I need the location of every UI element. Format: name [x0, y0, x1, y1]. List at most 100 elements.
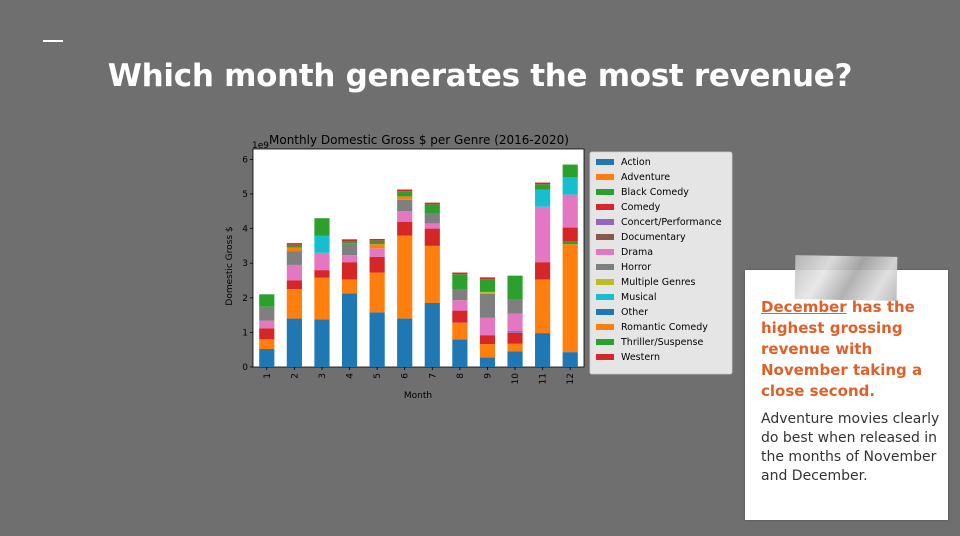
x-tick-label: 8 — [456, 373, 466, 379]
bar-segment — [369, 238, 385, 241]
bar-segment — [424, 302, 440, 367]
note-headline-text: has the highest grossing revenue with No… — [761, 298, 923, 400]
bar-segment — [424, 213, 440, 224]
title-accent-dash — [43, 40, 63, 42]
bar-segment — [397, 191, 413, 197]
bar-segment — [562, 352, 578, 367]
x-tick-label: 6 — [401, 373, 411, 379]
bar-segment — [424, 204, 440, 214]
legend-label: Thriller/Suspense — [620, 337, 703, 348]
bar-segment — [341, 262, 358, 280]
bar-segment — [535, 262, 551, 280]
y-tick-label: 3 — [242, 259, 248, 269]
bar-segment — [286, 318, 302, 367]
legend-label: Horror — [621, 262, 651, 273]
bar-segment — [259, 306, 275, 321]
bar-segment — [259, 328, 275, 340]
bar-segment — [452, 274, 468, 290]
legend-swatch — [596, 234, 614, 240]
bar-segment — [397, 199, 413, 212]
bar-segment — [535, 333, 551, 367]
bar-segment — [259, 320, 275, 329]
bar-segment — [341, 255, 358, 263]
bar-segment — [479, 357, 496, 367]
x-tick-label: 2 — [290, 373, 300, 379]
bar-segment — [479, 277, 496, 280]
bar-segment — [562, 244, 578, 353]
bar-segment — [535, 206, 551, 263]
legend-label: Black Comedy — [621, 187, 689, 198]
x-axis-label: Month — [404, 391, 432, 401]
bar-segment — [341, 239, 358, 242]
legend-swatch — [596, 309, 614, 315]
bar-segment — [259, 294, 275, 307]
legend-swatch — [596, 279, 614, 285]
legend-swatch — [596, 159, 614, 165]
legend-label: Western — [621, 352, 660, 363]
legend-label: Comedy — [621, 202, 661, 213]
legend-swatch — [596, 204, 614, 210]
bar-segment — [535, 184, 551, 190]
y-axis-label: Domestic Gross $ — [225, 226, 235, 305]
bar-segment — [397, 235, 413, 319]
bar-segment — [397, 196, 413, 200]
legend-label: Drama — [621, 247, 653, 258]
plot-area — [252, 148, 585, 368]
bar-segment — [507, 343, 523, 352]
bar-segment — [562, 241, 578, 245]
legend-label: Documentary — [621, 232, 686, 243]
legend-label: Romantic Comedy — [621, 322, 708, 333]
y-tick-label: 4 — [242, 225, 248, 235]
bar-segment — [479, 293, 496, 318]
bar-segment — [507, 275, 523, 300]
bar-segment — [507, 332, 523, 344]
bar-segment — [397, 189, 413, 192]
legend-box — [589, 151, 733, 375]
bar-segment — [397, 318, 413, 367]
bar-segment — [369, 240, 385, 245]
bar-segment — [314, 235, 330, 253]
x-tick-label: 12 — [566, 373, 576, 384]
x-tick-label: 1 — [263, 373, 273, 379]
legend-swatch — [596, 354, 614, 360]
bar-segment — [369, 244, 385, 249]
tape-decoration — [794, 255, 898, 301]
bar-segment — [341, 243, 358, 256]
y-tick-label: 2 — [242, 294, 248, 304]
x-tick-label: 4 — [346, 373, 356, 379]
bar-segment — [452, 339, 468, 367]
bar-segment — [535, 189, 551, 207]
bar-segment — [507, 299, 523, 314]
legend-swatch — [596, 294, 614, 300]
bar-segment — [507, 331, 523, 333]
legend-swatch — [596, 264, 614, 270]
bar-segment — [314, 252, 330, 271]
bar-segment — [562, 194, 578, 228]
bar-segment — [562, 177, 578, 195]
bar-segment — [341, 293, 358, 367]
slide-title: Which month generates the most revenue? — [107, 58, 853, 94]
bar-segment — [341, 241, 358, 244]
y-scale-label: 1e9 — [252, 141, 269, 151]
x-tick-label: 5 — [373, 373, 383, 379]
bar-segment — [479, 335, 496, 345]
legend-label: Adventure — [621, 172, 670, 183]
y-tick-label: 6 — [242, 155, 248, 165]
bar-segment — [286, 280, 302, 290]
note-body: Adventure movies clearly do best when re… — [761, 411, 940, 484]
bar-segment — [479, 344, 496, 358]
bar-segment — [452, 272, 468, 275]
sticky-note — [745, 270, 948, 520]
bar-segment — [535, 279, 551, 334]
x-tick-label: 3 — [318, 373, 328, 379]
bar-segment — [397, 221, 413, 236]
x-tick-label: 9 — [483, 373, 493, 379]
legend-label: Multiple Genres — [621, 277, 696, 288]
bar-segment — [286, 244, 302, 248]
bar-segment — [397, 211, 413, 222]
bar-segment — [286, 247, 302, 252]
bar-segment — [314, 319, 330, 367]
y-tick-label: 1 — [242, 328, 248, 338]
legend-label: Action — [621, 157, 651, 168]
y-tick-label: 5 — [242, 190, 248, 200]
